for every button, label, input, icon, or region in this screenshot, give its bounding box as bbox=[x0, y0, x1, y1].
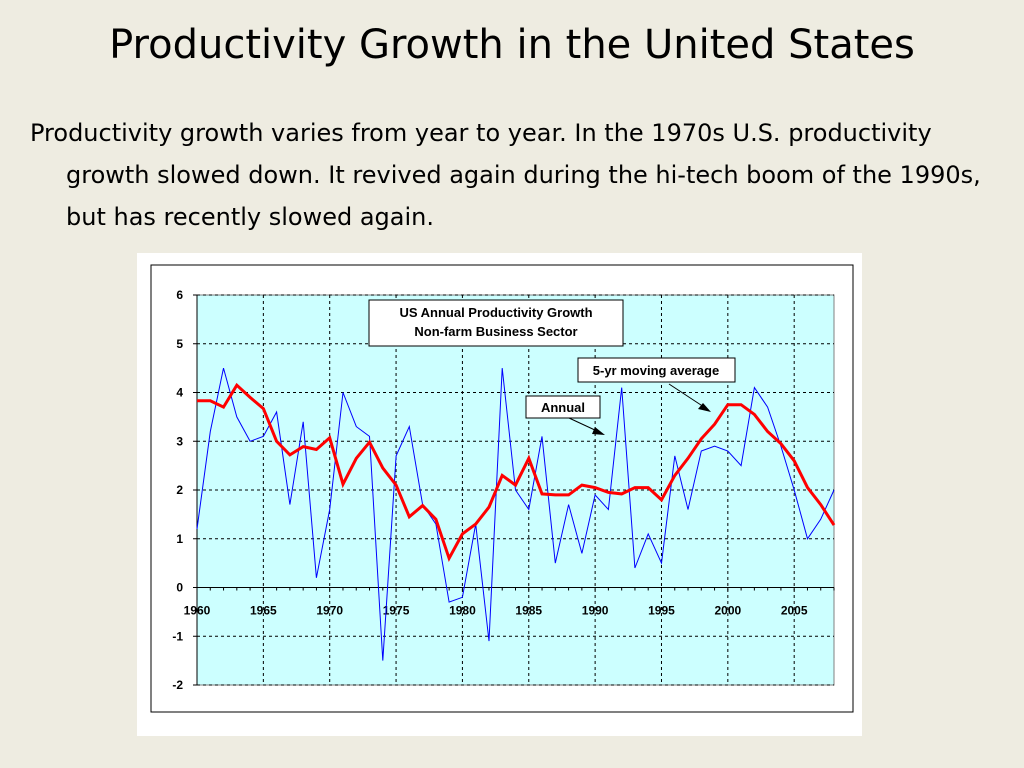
x-tick-label: 2000 bbox=[714, 604, 741, 618]
y-tick-label: 5 bbox=[176, 337, 183, 351]
annotation-moving-average-label: 5-yr moving average bbox=[593, 363, 719, 378]
annotation-annual-arrow bbox=[568, 417, 598, 432]
x-tick-label: 1995 bbox=[648, 604, 675, 618]
y-tick-label: -2 bbox=[172, 678, 183, 692]
y-tick-label: 2 bbox=[176, 483, 183, 497]
x-tick-labels: 1960 1965 1970 1975 1980 1985 1990 1995 2000 2005 bbox=[184, 587, 835, 618]
y-tick-labels: -2 -1 0 1 2 3 4 5 6 bbox=[172, 288, 197, 692]
y-tick-label: 1 bbox=[176, 532, 183, 546]
annotation-annual-label: Annual bbox=[541, 400, 585, 415]
x-tick-label: 1980 bbox=[449, 604, 476, 618]
slide-bullet-text: Productivity growth varies from year to … bbox=[30, 119, 981, 231]
arrowhead-icon bbox=[698, 403, 711, 412]
series-line-annual bbox=[196, 367, 835, 661]
y-tick-label: -1 bbox=[172, 629, 183, 643]
y-tick-label: 4 bbox=[176, 386, 183, 400]
x-tick-label: 2005 bbox=[781, 604, 808, 618]
productivity-chart: -2 -1 0 1 2 3 4 5 6 1960 1965 1970 1975 1980 1985 1990… bbox=[150, 264, 854, 713]
chart-title-line-1: US Annual Productivity Growth bbox=[399, 305, 592, 320]
chart-title-line-2: Non-farm Business Sector bbox=[414, 324, 577, 339]
y-tick-label: 3 bbox=[176, 434, 183, 448]
x-tick-label: 1970 bbox=[316, 604, 343, 618]
chart-image: -2 -1 0 1 2 3 4 5 6 1960 1965 1970 1975 1980 1985 1990… bbox=[137, 253, 862, 736]
x-tick-label: 1960 bbox=[184, 604, 211, 618]
chart-title-box: US Annual Productivity Growth Non-farm B… bbox=[368, 299, 624, 347]
annotation-annual: Annual bbox=[525, 395, 605, 435]
annotation-moving-average: 5-yr moving average bbox=[577, 357, 736, 412]
y-tick-label: 0 bbox=[176, 581, 183, 595]
x-tick-label: 1985 bbox=[515, 604, 542, 618]
x-tick-label: 1965 bbox=[250, 604, 277, 618]
y-tick-label: 6 bbox=[176, 288, 183, 302]
annotation-moving-average-arrow bbox=[668, 383, 705, 408]
slide-title: Productivity Growth in the United States bbox=[109, 22, 915, 68]
series-line-moving-average bbox=[197, 382, 836, 563]
x-tick-label: 1990 bbox=[582, 604, 609, 618]
x-tick-label: 1975 bbox=[383, 604, 410, 618]
arrowhead-icon bbox=[592, 427, 605, 435]
